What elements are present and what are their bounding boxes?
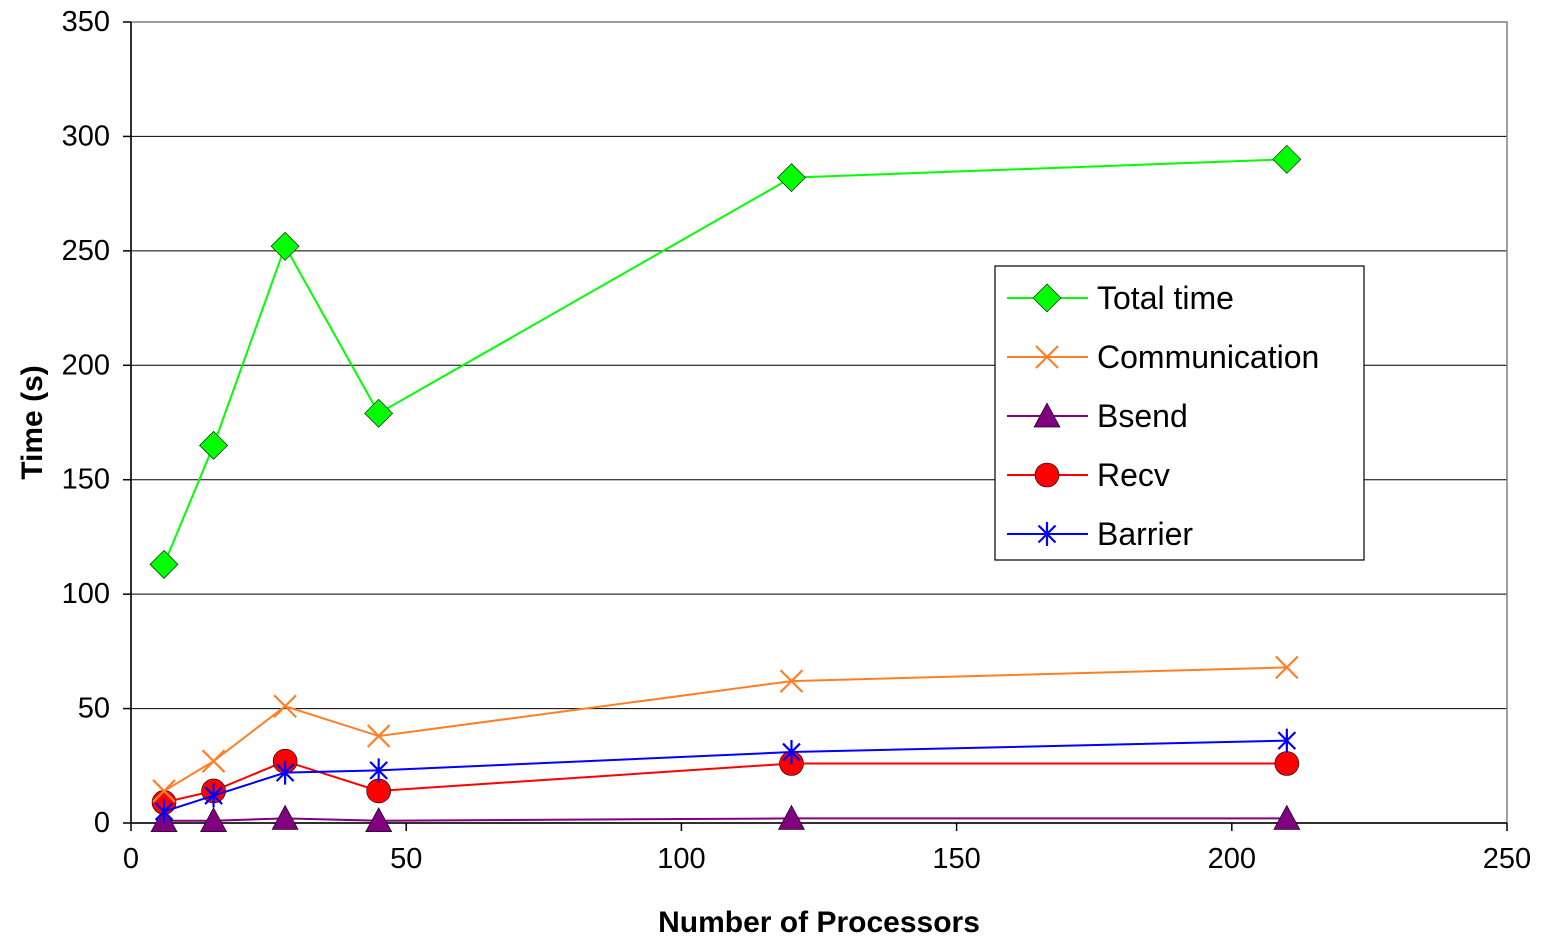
x-tick-label-2: 100 <box>657 843 705 875</box>
series-total-time <box>149 144 1302 579</box>
legend-label-communication: Communication <box>1097 339 1319 375</box>
data-point-recv-5 <box>1274 751 1300 776</box>
legend-label-bsend: Bsend <box>1097 398 1188 434</box>
data-point-communication-4 <box>779 669 804 693</box>
data-point-total-time-4 <box>777 163 806 193</box>
data-point-barrier-0 <box>154 799 174 824</box>
data-point-total-time-3 <box>364 398 394 428</box>
y-tick-label-2: 100 <box>62 578 110 610</box>
legend-item-communication: Communication <box>1007 339 1319 375</box>
series-bsend <box>150 804 1301 833</box>
legend: Total time Communication Bsend Recv Barrier <box>994 265 1365 561</box>
series-line-communication <box>163 666 1287 792</box>
tick-labels: 0 50 100 150 200 250 300 350 0 50 100 150 200 250 <box>62 6 1532 875</box>
data-point-recv-3 <box>366 778 391 804</box>
legend-box <box>994 265 1365 561</box>
series-line-total-time <box>163 158 1287 565</box>
data-point-barrier-3 <box>369 758 388 783</box>
legend-item-barrier: Barrier <box>1007 516 1193 552</box>
x-tick-label-1: 50 <box>390 843 422 875</box>
x-tick-label-5: 250 <box>1483 843 1531 875</box>
y-tick-label-1: 50 <box>78 693 110 725</box>
x-tick-label-0: 0 <box>123 843 139 875</box>
data-point-total-time-2 <box>270 231 300 261</box>
legend-label-total-time: Total time <box>1097 280 1234 316</box>
x-tick-label-3: 150 <box>932 843 980 875</box>
x-axis-title: Number of Processors <box>658 906 980 938</box>
y-tick-label-0: 0 <box>94 807 110 839</box>
y-tick-label-7: 350 <box>62 6 110 38</box>
legend-marker-recv <box>1034 462 1060 488</box>
data-series <box>149 144 1302 833</box>
data-point-total-time-0 <box>149 549 179 579</box>
legend-marker-total-time <box>1032 283 1062 313</box>
y-tick-label-3: 150 <box>62 464 110 496</box>
legend-label-barrier: Barrier <box>1097 516 1193 552</box>
series-barrier <box>154 728 1297 824</box>
data-point-total-time-1 <box>199 430 228 460</box>
data-point-bsend-3 <box>365 807 393 833</box>
y-axis-title: Time (s) <box>16 365 49 479</box>
data-point-communication-0 <box>152 779 176 803</box>
legend-item-recv: Recv <box>1007 457 1170 493</box>
data-point-bsend-4 <box>777 804 805 830</box>
y-tick-label-6: 300 <box>62 120 110 152</box>
data-point-communication-3 <box>366 724 391 748</box>
data-point-communication-5 <box>1275 655 1299 680</box>
data-point-communication-1 <box>201 749 226 773</box>
series-line-recv <box>163 760 1287 804</box>
data-point-communication-2 <box>273 694 297 719</box>
legend-item-bsend: Bsend <box>1007 398 1188 434</box>
data-point-barrier-4 <box>782 740 801 765</box>
legend-marker-communication <box>1035 345 1059 369</box>
data-point-bsend-2 <box>271 804 299 830</box>
data-point-bsend-1 <box>200 807 228 833</box>
y-tick-label-5: 250 <box>62 235 110 267</box>
data-point-bsend-5 <box>1273 804 1301 830</box>
series-line-bsend <box>164 817 1287 822</box>
legend-label-recv: Recv <box>1097 457 1170 493</box>
data-point-barrier-5 <box>1277 728 1297 753</box>
series-recv <box>151 748 1300 815</box>
data-point-total-time-5 <box>1272 144 1302 174</box>
series-line-barrier <box>163 739 1287 813</box>
legend-item-total-time: Total time <box>1007 280 1234 316</box>
legend-marker-barrier <box>1037 522 1057 546</box>
data-point-barrier-2 <box>275 760 295 785</box>
y-tick-label-4: 200 <box>62 349 110 381</box>
data-point-barrier-1 <box>204 783 223 808</box>
x-tick-label-4: 200 <box>1208 843 1256 875</box>
series-communication <box>152 655 1299 803</box>
legend-marker-bsend <box>1033 402 1061 428</box>
